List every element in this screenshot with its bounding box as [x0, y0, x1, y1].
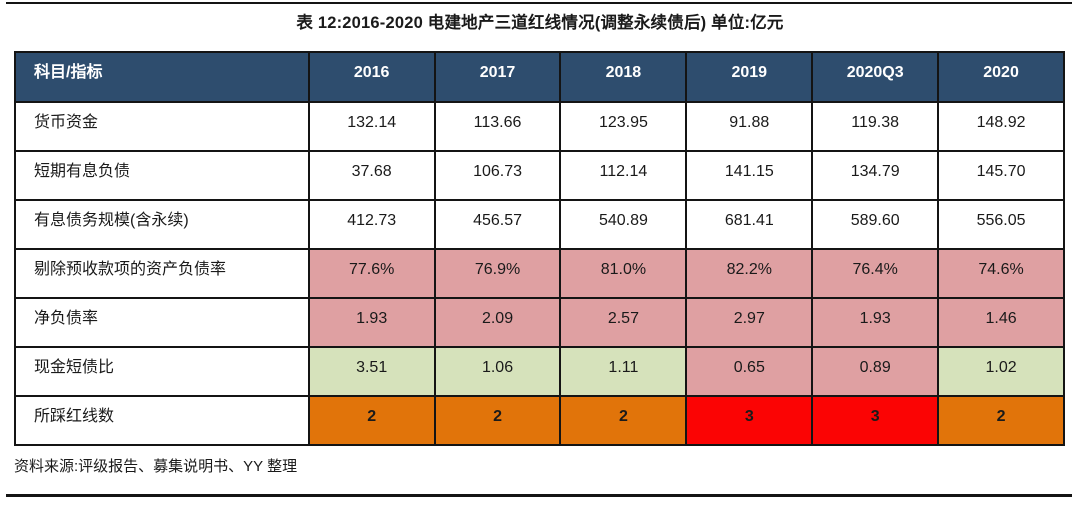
table-cell: 77.6% [307, 248, 436, 299]
row-label: 货币资金 [14, 101, 310, 152]
table-cell: 2 [559, 395, 688, 446]
table-cell: 81.0% [559, 248, 688, 299]
table-cell: 2 [433, 395, 562, 446]
table-cell: 112.14 [559, 150, 688, 201]
row-label: 净负债率 [14, 297, 310, 348]
table-cell: 2 [937, 395, 1065, 446]
table-row: 剔除预收款项的资产负债率 77.6% 76.9% 81.0% 82.2% 76.4% 74.… [14, 248, 1065, 299]
table-cell: 1.06 [433, 346, 562, 397]
table-cell: 113.66 [433, 101, 562, 152]
table-cell: 556.05 [937, 199, 1065, 250]
table-cell: 3.51 [307, 346, 436, 397]
header-cell-label: 科目/指标 [14, 51, 310, 103]
header-cell-2018: 2018 [559, 51, 688, 103]
table-title: 表 12:2016-2020 电建地产三道红线情况(调整永续债后) 单位:亿元 [296, 14, 784, 32]
table-row: 有息债务规模(含永续) 412.73 456.57 540.89 681.41 589.6… [14, 199, 1065, 250]
header-cell-2017: 2017 [433, 51, 562, 103]
bottom-divider [6, 494, 1072, 497]
table-cell: 0.65 [685, 346, 814, 397]
table-cell: 1.46 [937, 297, 1065, 348]
table-cell: 2.97 [685, 297, 814, 348]
table-row: 所踩红线数 2 2 2 3 3 2 [14, 395, 1065, 446]
table-cell: 2 [307, 395, 436, 446]
row-label: 所踩红线数 [14, 395, 310, 446]
table-cell: 1.11 [559, 346, 688, 397]
table-cell: 0.89 [811, 346, 940, 397]
table-cell: 141.15 [685, 150, 814, 201]
row-label: 剔除预收款项的资产负债率 [14, 248, 310, 299]
row-label: 现金短债比 [14, 346, 310, 397]
table-cell: 1.93 [307, 297, 436, 348]
table-cell: 106.73 [433, 150, 562, 201]
row-label: 有息债务规模(含永续) [14, 199, 310, 250]
header-cell-2019: 2019 [685, 51, 814, 103]
table-cell: 123.95 [559, 101, 688, 152]
table-cell: 91.88 [685, 101, 814, 152]
header-cell-2020Q3: 2020Q3 [811, 51, 940, 103]
table-cell: 1.93 [811, 297, 940, 348]
table-cell: 119.38 [811, 101, 940, 152]
table-cell: 681.41 [685, 199, 814, 250]
table-container: 科目/指标 2016 2017 2018 2019 2020Q3 2020 货币资金 132.… [14, 51, 1065, 446]
table-cell: 82.2% [685, 248, 814, 299]
three-red-lines-table: 科目/指标 2016 2017 2018 2019 2020Q3 2020 货币资金 132.… [14, 51, 1065, 446]
table-cell: 3 [685, 395, 814, 446]
table-cell: 76.4% [811, 248, 940, 299]
table-cell: 412.73 [307, 199, 436, 250]
source-note: 资料来源:评级报告、募集说明书、YY 整理 [14, 458, 298, 475]
table-row: 净负债率 1.93 2.09 2.57 2.97 1.93 1.46 [14, 297, 1065, 348]
table-cell: 589.60 [811, 199, 940, 250]
table-cell: 134.79 [811, 150, 940, 201]
header-row: 科目/指标 2016 2017 2018 2019 2020Q3 2020 [14, 51, 1065, 103]
table-row: 短期有息负债 37.68 106.73 112.14 141.15 134.79 145.7… [14, 150, 1065, 201]
table-cell: 145.70 [937, 150, 1065, 201]
table-cell: 456.57 [433, 199, 562, 250]
table-row: 货币资金 132.14 113.66 123.95 91.88 119.38 148.92 [14, 101, 1065, 152]
table-cell: 1.02 [937, 346, 1065, 397]
top-divider [6, 2, 1072, 4]
header-cell-2020: 2020 [937, 51, 1065, 103]
table-cell: 74.6% [937, 248, 1065, 299]
table-cell: 148.92 [937, 101, 1065, 152]
table-cell: 37.68 [307, 150, 436, 201]
table-cell: 76.9% [433, 248, 562, 299]
table-cell: 132.14 [307, 101, 436, 152]
table-row: 现金短债比 3.51 1.06 1.11 0.65 0.89 1.02 [14, 346, 1065, 397]
table-cell: 2.09 [433, 297, 562, 348]
row-label: 短期有息负债 [14, 150, 310, 201]
table-cell: 540.89 [559, 199, 688, 250]
table-cell: 2.57 [559, 297, 688, 348]
data-table-body: 货币资金 132.14 113.66 123.95 91.88 119.38 148.92 短… [14, 101, 1065, 446]
table-cell: 3 [811, 395, 940, 446]
header-cell-2016: 2016 [307, 51, 436, 103]
